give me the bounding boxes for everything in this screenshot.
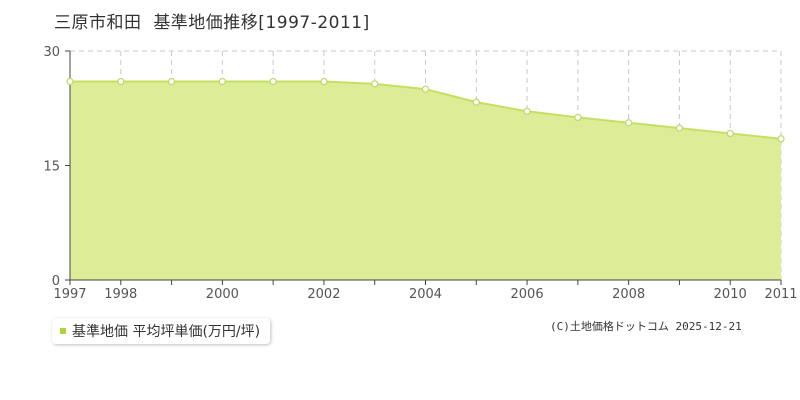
data-point	[66, 77, 74, 86]
legend-swatch	[60, 328, 66, 334]
region-name: 三原市和田	[54, 13, 142, 33]
legend: 基準地価 平均坪単価(万円/坪)	[52, 318, 271, 344]
x-tick-label: 2006	[511, 287, 544, 302]
data-point	[167, 77, 176, 86]
x-tick-label: 2000	[206, 287, 239, 302]
x-tick-label: 2010	[714, 287, 747, 302]
axes	[65, 50, 782, 285]
data-point	[371, 80, 379, 88]
x-tick-label: 2008	[612, 287, 645, 302]
data-point	[523, 107, 531, 115]
data-point	[472, 98, 480, 106]
x-tick-label: 1997	[53, 287, 86, 302]
data-point	[574, 113, 582, 122]
tick-labels: 0 15 30 1997 1998 2000 2002 2004 2006 2008 2010 201…	[43, 45, 797, 302]
title-text: 基準地価推移[1997-2011]	[153, 13, 370, 33]
y-tick-label: 0	[52, 274, 60, 289]
data-point	[675, 124, 684, 132]
x-tick-label: 1998	[104, 287, 137, 302]
area-series	[70, 80, 782, 281]
data-point	[777, 135, 785, 143]
area-chart: 0 15 30 1997 1998 2000 2002 2004 2006 2008 2010 201…	[43, 45, 797, 302]
series-area	[70, 81, 781, 281]
y-tick-label: 15	[43, 160, 60, 175]
data-point	[117, 77, 125, 86]
data-point	[421, 85, 430, 93]
x-tick-label: 2011	[764, 287, 797, 302]
data-points	[66, 77, 785, 143]
data-point	[218, 77, 226, 86]
data-point	[726, 129, 734, 138]
chart-title: 三原市和田 基準地価推移[1997-2011]	[54, 8, 370, 33]
data-point	[320, 77, 328, 86]
y-tick-label: 30	[43, 45, 60, 60]
data-point	[269, 77, 277, 86]
x-tick-label: 2002	[307, 287, 340, 302]
copyright-text: (C)土地価格ドットコム 2025-12-21	[550, 320, 742, 333]
data-point	[625, 119, 633, 127]
x-tick-label: 2004	[409, 287, 442, 302]
legend-label: 基準地価 平均坪単価(万円/坪)	[72, 324, 261, 340]
